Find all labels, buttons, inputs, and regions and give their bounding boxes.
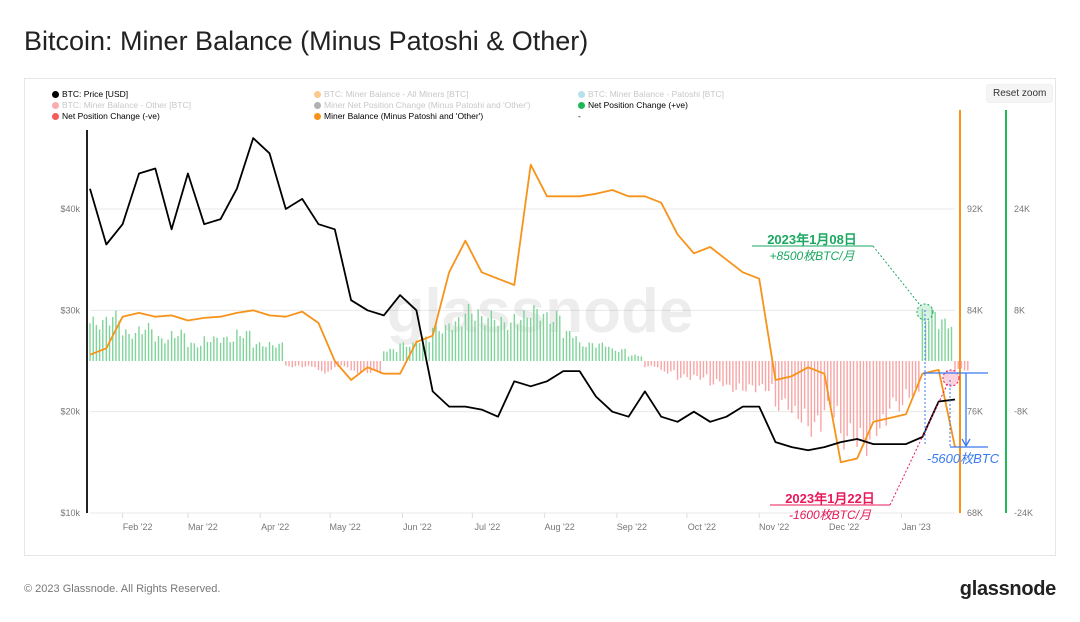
annotation-leader [872,245,921,306]
page-title: Bitcoin: Miner Balance (Minus Patoshi & … [24,26,589,56]
legend-dot-icon [578,91,585,98]
y-right2-tick: 24K [1014,204,1030,214]
y-left-tick: $20k [60,407,80,417]
legend-item[interactable]: BTC: Price [USD] [52,89,128,100]
chart-frame [24,78,1056,556]
arrow-down-icon [961,438,971,448]
annotation-blue-value: -5600枚BTC [927,451,1000,466]
reset-zoom-button[interactable]: Reset zoom [986,84,1054,103]
y-left-tick: $10k [60,508,80,518]
annotation-green-value: +8500枚BTC/月 [769,249,855,263]
x-tick-label: May '22 [330,522,361,532]
y-right2-tick: -8K [1014,407,1028,417]
annotation-leader [889,382,949,506]
annotation-green-date: 2023年1月08日 [767,232,857,247]
legend-item[interactable]: BTC: Miner Balance - Other [BTC] [52,100,191,111]
x-tick-label: Dec '22 [829,522,859,532]
y-right1-tick: 68K [967,508,983,518]
legend-item[interactable]: Net Position Change (-ve) [52,111,160,122]
x-tick-label: Apr '22 [261,522,289,532]
legend-dot-icon [52,91,59,98]
legend-item[interactable]: Miner Net Position Change (Minus Patoshi… [314,100,530,111]
x-tick-label: Sep '22 [617,522,647,532]
legend-label: Miner Net Position Change (Minus Patoshi… [324,100,531,110]
legend-dot-icon [52,102,59,109]
x-tick-label: Jun '22 [403,522,432,532]
y-right2-tick: 8K [1014,305,1025,315]
legend-label: - [578,111,581,121]
y-left-tick: $40k [60,204,80,214]
annotation-circle [942,369,960,387]
legend-item[interactable]: BTC: Miner Balance - Patoshi [BTC] [578,89,724,100]
x-tick-label: Aug '22 [545,522,575,532]
x-tick-label: Mar '22 [188,522,218,532]
y-right1-tick: 92K [967,204,983,214]
x-tick-label: Feb '22 [123,522,153,532]
legend-dot-icon [314,113,321,120]
annotation-red-value: -1600枚BTC/月 [789,508,872,522]
x-tick-label: Oct '22 [688,522,716,532]
legend-dot-icon [314,91,321,98]
copyright: © 2023 Glassnode. All Rights Reserved. [24,583,221,595]
legend-item[interactable]: - [578,111,581,122]
legend-label: BTC: Miner Balance - Other [BTC] [62,100,191,110]
annotation-red-date: 2023年1月22日 [785,491,875,506]
btc-price-line [89,137,956,452]
y-right2-tick: -24K [1014,508,1033,518]
legend-item[interactable]: Miner Balance (Minus Patoshi and 'Other'… [314,111,483,122]
legend-label: BTC: Miner Balance - Patoshi [BTC] [588,89,725,99]
legend-dot-icon [52,113,59,120]
legend-item[interactable]: Net Position Change (+ve) [578,100,688,111]
x-tick-label: Jul '22 [475,522,501,532]
legend-label: BTC: Miner Balance - All Miners [BTC] [324,89,469,99]
y-left-tick: $30k [60,305,80,315]
legend-label: Net Position Change (+ve) [588,100,688,110]
x-tick-label: Jan '23 [902,522,931,532]
legend-label: BTC: Price [USD] [62,89,129,99]
miner-balance-line [89,163,956,464]
y-right1-tick: 84K [967,305,983,315]
legend-dot-icon [314,102,321,109]
legend-label: Miner Balance (Minus Patoshi and 'Other'… [324,111,484,121]
legend-item[interactable]: BTC: Miner Balance - All Miners [BTC] [314,89,469,100]
y-right1-tick: 76K [967,407,983,417]
legend-label: Net Position Change (-ve) [62,111,160,121]
x-tick-label: Nov '22 [759,522,789,532]
glassnode-logo: glassnode [959,578,1057,600]
legend-dot-icon [578,102,585,109]
